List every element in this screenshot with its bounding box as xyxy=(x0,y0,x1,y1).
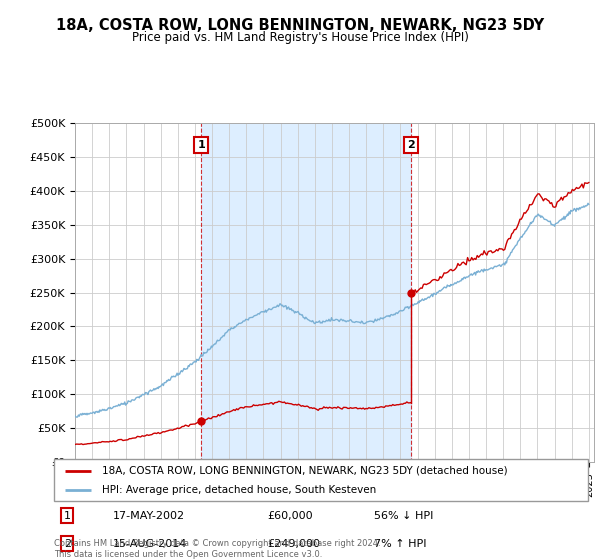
Text: 17-MAY-2002: 17-MAY-2002 xyxy=(113,511,185,521)
Text: £60,000: £60,000 xyxy=(268,511,313,521)
Bar xyxy=(202,123,411,462)
Text: 1: 1 xyxy=(197,140,205,150)
Text: 2: 2 xyxy=(407,140,415,150)
Text: HPI: Average price, detached house, South Kesteven: HPI: Average price, detached house, Sout… xyxy=(102,486,376,495)
Text: 1: 1 xyxy=(64,511,71,521)
Text: 7% ↑ HPI: 7% ↑ HPI xyxy=(374,539,427,549)
Text: 15-AUG-2014: 15-AUG-2014 xyxy=(113,539,187,549)
Text: Contains HM Land Registry data © Crown copyright and database right 2024.
This d: Contains HM Land Registry data © Crown c… xyxy=(54,539,380,559)
Text: 18A, COSTA ROW, LONG BENNINGTON, NEWARK, NG23 5DY: 18A, COSTA ROW, LONG BENNINGTON, NEWARK,… xyxy=(56,18,544,33)
Text: 18A, COSTA ROW, LONG BENNINGTON, NEWARK, NG23 5DY (detached house): 18A, COSTA ROW, LONG BENNINGTON, NEWARK,… xyxy=(102,466,508,476)
FancyBboxPatch shape xyxy=(54,459,588,501)
Text: Price paid vs. HM Land Registry's House Price Index (HPI): Price paid vs. HM Land Registry's House … xyxy=(131,31,469,44)
Text: 2: 2 xyxy=(64,539,71,549)
Text: £249,000: £249,000 xyxy=(268,539,320,549)
Text: 56% ↓ HPI: 56% ↓ HPI xyxy=(374,511,434,521)
